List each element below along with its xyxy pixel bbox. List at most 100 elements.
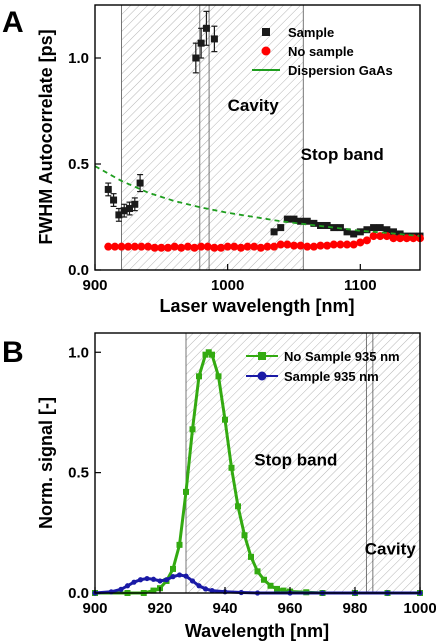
data-point <box>349 240 358 249</box>
annotation-label: Stop band <box>254 450 337 469</box>
data-point <box>209 351 215 358</box>
data-point <box>376 224 384 232</box>
data-point <box>261 576 267 583</box>
data-point <box>115 211 123 219</box>
data-point <box>131 579 137 585</box>
data-point <box>124 242 133 251</box>
legend-label: Dispersion GaAs <box>288 63 393 78</box>
data-point <box>192 54 200 62</box>
data-point <box>157 243 166 252</box>
x-tick-label: 900 <box>82 277 107 294</box>
data-point <box>137 577 144 583</box>
data-point <box>274 585 280 592</box>
annotations: Cavity Stop band <box>228 96 384 164</box>
x-axis: 900 1000 1100 <box>82 264 377 294</box>
data-point <box>205 349 212 356</box>
data-point <box>389 234 398 243</box>
shaded-regions <box>185 332 421 594</box>
data-point <box>330 224 338 232</box>
data-point <box>236 243 245 252</box>
data-point <box>363 226 371 234</box>
data-point <box>202 586 209 592</box>
data-point <box>336 240 345 249</box>
panel-letter-a: A <box>2 6 24 39</box>
legend: Sample No sample Dispersion GaAs <box>252 25 393 78</box>
data-point <box>396 234 405 243</box>
legend-marker <box>258 352 266 360</box>
data-point <box>124 583 131 589</box>
x-tick-label: 960 <box>277 600 302 617</box>
data-point <box>104 242 113 251</box>
data-point <box>303 242 312 251</box>
x-axis-title: Wavelength [nm] <box>185 621 329 641</box>
data-point <box>323 221 331 229</box>
annotation-label: Cavity <box>228 96 280 115</box>
data-point <box>243 242 252 251</box>
data-point <box>323 241 332 250</box>
data-point <box>362 236 371 245</box>
data-point <box>296 241 305 250</box>
data-point <box>163 577 170 583</box>
annotation-label: Stop band <box>301 145 384 164</box>
chart-panel-a: A 900 1000 1100 0.0 0.5 1.0 Laser wavelength… <box>2 4 424 316</box>
data-point <box>376 232 385 241</box>
data-point <box>343 228 351 236</box>
data-point <box>104 185 112 193</box>
legend-label: No Sample 935 nm <box>284 349 400 364</box>
data-point <box>196 373 202 380</box>
data-point <box>297 217 305 225</box>
x-axis: 900 920 940 960 980 1000 <box>82 587 436 617</box>
data-point <box>117 242 126 251</box>
data-point <box>110 196 118 204</box>
data-point <box>310 219 318 227</box>
y-axis-title: FWHM Autocorrelate [ps] <box>36 29 56 244</box>
shaded-region <box>185 332 421 594</box>
y-axis-title: Norm. signal [-] <box>36 397 56 529</box>
data-point <box>189 426 196 433</box>
data-point <box>177 243 186 252</box>
plot-frame <box>94 4 421 271</box>
data-point <box>189 578 196 584</box>
legend-label: No sample <box>288 44 354 59</box>
y-axis: 0.0 0.5 1.0 <box>68 50 101 279</box>
data-point <box>150 243 159 252</box>
shaded-regions <box>121 4 304 271</box>
data-point <box>235 503 241 510</box>
x-tick-label: 1000 <box>403 600 436 617</box>
data-point <box>210 243 219 252</box>
data-point <box>283 215 291 223</box>
data-point <box>382 232 391 241</box>
data-point <box>202 24 210 32</box>
data-point <box>290 215 298 223</box>
data-point <box>136 179 144 187</box>
data-point <box>176 541 183 548</box>
data-point <box>144 575 150 582</box>
data-point <box>183 488 189 495</box>
data-point <box>150 576 157 582</box>
data-point <box>223 242 232 251</box>
data-point <box>197 242 206 251</box>
data-point <box>389 228 397 236</box>
data-point <box>197 39 205 47</box>
data-point <box>250 242 259 251</box>
data-point <box>283 240 292 249</box>
x-tick-label: 980 <box>342 600 367 617</box>
data-point <box>270 228 278 236</box>
data-point <box>210 35 218 43</box>
data-point <box>356 228 364 236</box>
data-point <box>248 553 254 560</box>
data-point <box>230 242 239 251</box>
data-point <box>215 373 222 380</box>
data-point <box>176 572 183 578</box>
data-point <box>277 224 285 232</box>
data-point <box>110 242 119 251</box>
data-point <box>183 242 192 251</box>
data-point <box>170 242 179 251</box>
data-point <box>329 240 338 249</box>
y-tick-label: 0.0 <box>68 262 89 279</box>
annotations: Stop band Cavity <box>254 450 416 558</box>
data-point <box>131 200 139 208</box>
data-point <box>402 234 411 243</box>
data-point <box>144 242 153 251</box>
